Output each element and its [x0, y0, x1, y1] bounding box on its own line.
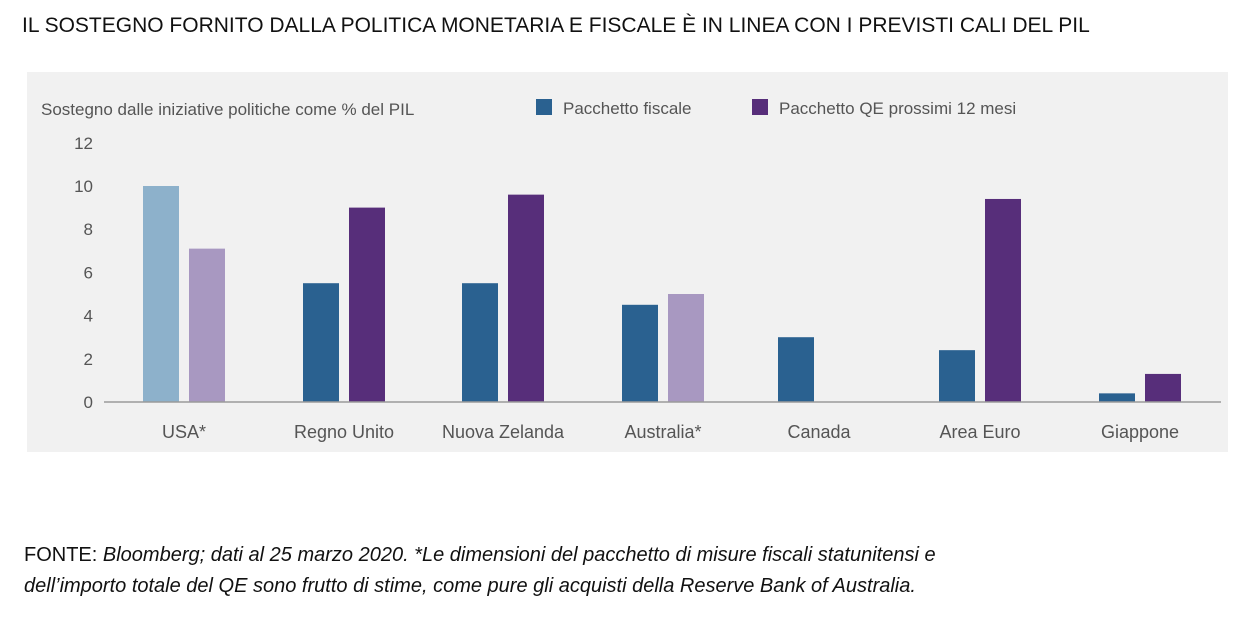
y-tick-label: 4 — [84, 307, 93, 326]
legend-label-2: Pacchetto QE prossimi 12 mesi — [779, 99, 1016, 118]
x-tick-label: Regno Unito — [294, 422, 394, 442]
bar — [939, 350, 975, 402]
source-line-1: Bloomberg; dati al 25 marzo 2020. *Le di… — [102, 544, 936, 566]
legend-swatch-1 — [536, 99, 552, 115]
bar — [1099, 393, 1135, 402]
source-note: FONTE: Bloomberg; dati al 25 marzo 2020.… — [24, 540, 1224, 602]
bar — [985, 198, 1021, 402]
bar — [1145, 373, 1181, 402]
y-tick-label: 0 — [84, 393, 93, 412]
source-label: FONTE: — [24, 544, 103, 566]
x-tick-label: USA* — [162, 422, 206, 442]
y-tick-label: 12 — [74, 134, 93, 153]
y-axis-label: Sostegno dalle iniziative politiche come… — [41, 100, 414, 119]
bar — [622, 304, 658, 402]
y-tick-label: 10 — [74, 177, 93, 196]
y-tick-label: 6 — [84, 263, 93, 282]
bar — [189, 248, 225, 402]
source-line-2: dell’importo totale del QE sono frutto d… — [24, 575, 916, 597]
bar — [349, 207, 385, 402]
bar — [143, 186, 179, 402]
x-tick-label: Area Euro — [939, 422, 1020, 442]
x-tick-label: Nuova Zelanda — [442, 422, 565, 442]
bar — [303, 283, 339, 402]
x-tick-label: Canada — [787, 422, 851, 442]
bar — [778, 337, 814, 402]
x-tick-label: Australia* — [624, 422, 701, 442]
bar — [462, 283, 498, 402]
legend-swatch-2 — [752, 99, 768, 115]
x-tick-label: Giappone — [1101, 422, 1179, 442]
y-tick-label: 8 — [84, 220, 93, 239]
chart-title: IL SOSTEGNO FORNITO DALLA POLITICA MONET… — [22, 14, 1090, 37]
bar — [668, 294, 704, 402]
legend-label-1: Pacchetto fiscale — [563, 99, 692, 118]
y-tick-label: 2 — [84, 350, 93, 369]
bar — [508, 194, 544, 402]
